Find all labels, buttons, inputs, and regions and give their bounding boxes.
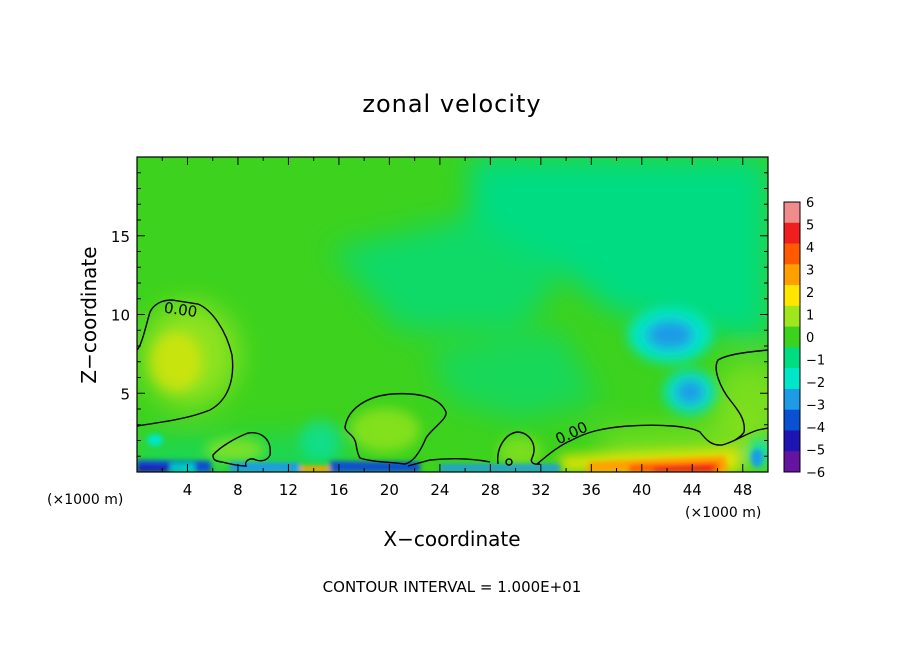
colorbar-label: −4	[806, 421, 825, 436]
colorbar-swatch	[784, 222, 800, 244]
colorbar-swatch	[784, 388, 800, 410]
colorbar-label: −6	[806, 466, 825, 481]
y-axis-label: Z−coordinate	[77, 246, 101, 383]
y-tick-label: 10	[111, 307, 130, 325]
colorbar-swatch	[784, 264, 800, 286]
contour-label: 0.00	[163, 299, 199, 321]
colorbar-swatch	[784, 368, 800, 390]
chart-title: zonal velocity	[362, 90, 541, 118]
colorbar-label: −1	[806, 354, 825, 369]
colorbar-label: 6	[806, 196, 814, 211]
colorbar-swatch	[784, 285, 800, 307]
colorbar-label: 5	[806, 219, 814, 234]
y-axis: 5 10 15	[111, 172, 768, 457]
x-tick-label: 36	[582, 481, 601, 499]
colorbar-label: −5	[806, 444, 825, 459]
x-unit-left: (×1000 m)	[47, 492, 123, 508]
x-unit-right: (×1000 m)	[685, 505, 761, 521]
x-tick-label: 24	[430, 481, 449, 499]
x-tick-label: 28	[481, 481, 500, 499]
colorbar-label: −3	[806, 399, 825, 414]
colorbar: 6 5 4 3 2 1 0 −1 −2 −3 −4 −5 −6	[783, 196, 825, 481]
x-tick-label: 44	[683, 481, 702, 499]
x-tick-label: 32	[531, 481, 550, 499]
x-tick-label: 12	[279, 481, 298, 499]
colorbar-swatch	[784, 451, 800, 473]
x-tick-label: 16	[329, 481, 348, 499]
colorbar-label: −2	[806, 376, 825, 391]
colorbar-swatch	[784, 326, 800, 348]
x-tick-label: 8	[233, 481, 243, 499]
colorbar-swatch	[784, 347, 800, 369]
velocity-field	[137, 157, 768, 472]
colorbar-swatch	[784, 305, 800, 327]
colorbar-swatch	[784, 243, 800, 265]
x-tick-label: 48	[733, 481, 752, 499]
y-tick-label: 5	[120, 385, 130, 403]
x-tick-label: 40	[632, 481, 651, 499]
colorbar-swatch	[784, 202, 800, 224]
x-axis: 4 8 12 16 20 24 28 32 36 40 44 48	[161, 157, 752, 499]
colorbar-label: 2	[806, 286, 814, 301]
zero-contour-lines	[137, 299, 768, 467]
contour-interval-note: CONTOUR INTERVAL = 1.000E+01	[323, 578, 582, 596]
colorbar-label: 3	[806, 264, 814, 279]
colorbar-swatch	[784, 409, 800, 431]
x-tick-label: 4	[183, 481, 193, 499]
x-axis-label: X−coordinate	[383, 527, 520, 551]
colorbar-label: 4	[806, 241, 814, 256]
colorbar-frame	[783, 201, 801, 473]
y-tick-label: 15	[111, 228, 130, 246]
colorbar-swatch	[784, 430, 800, 452]
colorbar-label: 0	[806, 331, 814, 346]
x-tick-label: 20	[380, 481, 399, 499]
colorbar-label: 1	[806, 309, 814, 324]
